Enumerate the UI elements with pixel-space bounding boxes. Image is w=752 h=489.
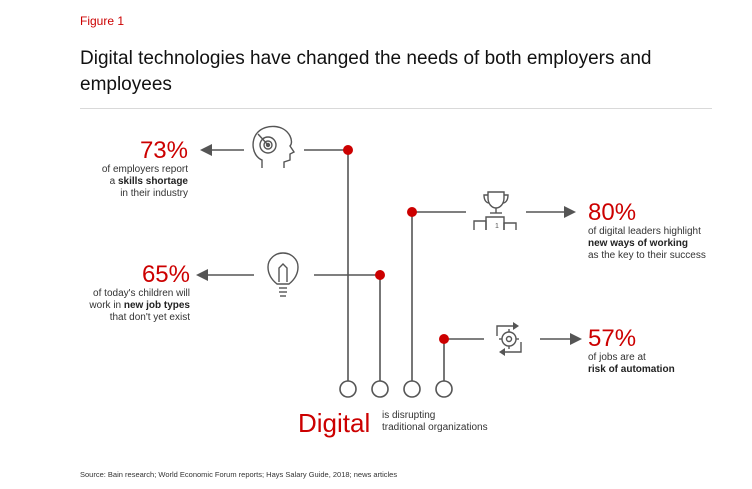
root-circle-4 — [435, 380, 453, 398]
page-title: Digital technologies have changed the ne… — [80, 48, 652, 95]
arrowhead-65 — [196, 269, 208, 281]
lightbulb-icon — [267, 252, 299, 297]
stat-57: 57% of jobs are at risk of automation — [588, 326, 738, 376]
stat-57-line2: risk of automation — [588, 364, 675, 375]
digital-description: is disrupting traditional organizations — [382, 410, 488, 434]
digital-word: Digital — [298, 408, 371, 438]
stat-57-line1: of jobs are at — [588, 352, 646, 363]
stat-80-line1: of digital leaders highlight — [588, 226, 701, 237]
arrowhead-80 — [564, 206, 576, 218]
stat-73: 73% of employers report a skills shortag… — [60, 138, 188, 200]
stat-73-line2: a skills shortage — [109, 176, 188, 187]
source-note: Source: Bain research; World Economic Fo… — [80, 470, 398, 479]
root-circle-3 — [403, 380, 421, 398]
root-circle-1 — [339, 380, 357, 398]
stat-73-line1: of employers report — [101, 164, 188, 175]
stat-65-line1: of today's children will — [93, 288, 190, 299]
podium-number: 1 — [495, 223, 499, 230]
arrowhead-57 — [570, 333, 582, 345]
node-dot-80 — [407, 207, 417, 217]
node-dot-57 — [439, 334, 449, 344]
target-head-icon — [252, 125, 296, 168]
digital-desc-line1: is disrupting — [382, 410, 436, 421]
stat-65-line3: that don't yet exist — [109, 312, 190, 323]
divider — [80, 108, 712, 109]
stat-80: 80% of digital leaders highlight new way… — [588, 200, 748, 262]
gear-cycle-icon — [496, 325, 522, 353]
stat-73-line3: in their industry — [120, 188, 188, 199]
root-circle-2 — [371, 380, 389, 398]
arrowhead-73 — [200, 144, 212, 156]
stat-65: 65% of today's children will work in new… — [40, 262, 190, 324]
node-dot-73 — [343, 145, 353, 155]
digital-desc-line2: traditional organizations — [382, 422, 488, 433]
stat-73-percent: 73% — [139, 137, 188, 164]
trophy-podium-icon — [473, 191, 517, 230]
stat-80-percent: 80% — [588, 199, 637, 226]
stat-57-percent: 57% — [588, 325, 637, 352]
stat-65-line2: work in new job types — [89, 300, 190, 311]
figure-label: Figure 1 — [80, 14, 125, 28]
stat-80-line2: new ways of working — [588, 238, 689, 249]
stat-65-percent: 65% — [141, 261, 190, 288]
stat-80-line3: as the key to their success — [588, 250, 706, 261]
node-dot-65 — [375, 270, 385, 280]
